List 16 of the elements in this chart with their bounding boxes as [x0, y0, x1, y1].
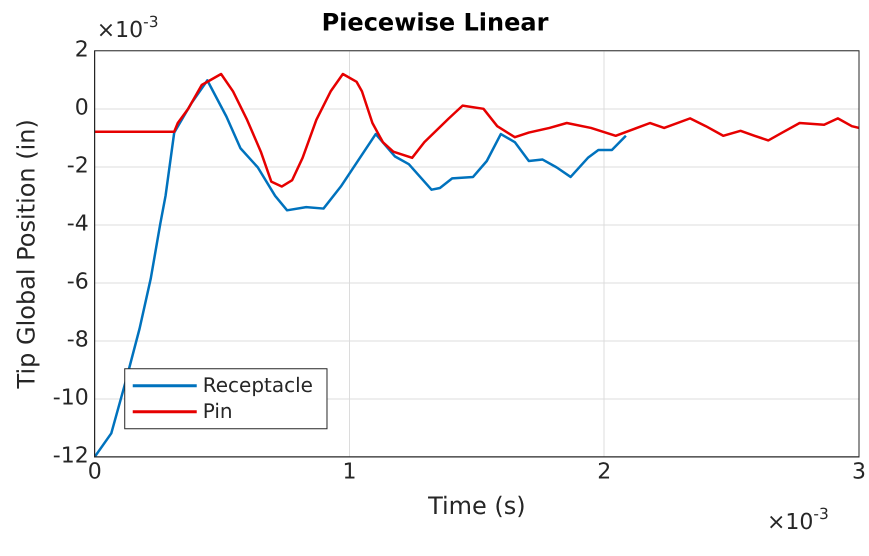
legend-label: Pin — [202, 399, 233, 424]
y-tick-label: -12 — [52, 444, 89, 469]
y-tick-label: 2 — [74, 38, 89, 63]
x-axis-title: Time (s) — [427, 492, 526, 520]
y-tick-label: -10 — [52, 386, 89, 411]
legend-label: Receptacle — [202, 373, 313, 398]
x-tick-label: 1 — [342, 460, 356, 485]
x-tick-label: 3 — [852, 460, 866, 485]
y-tick-label: 0 — [74, 96, 89, 121]
y-tick-label: -8 — [66, 328, 89, 353]
y-tick-label: -2 — [66, 154, 89, 179]
y-tick-label: -4 — [66, 212, 89, 237]
x-tick-label: 2 — [597, 460, 612, 485]
chart-title: Piecewise Linear — [322, 8, 549, 37]
y-axis-title: Tip Global Position (in) — [12, 119, 41, 390]
y-tick-label: -6 — [66, 270, 89, 295]
